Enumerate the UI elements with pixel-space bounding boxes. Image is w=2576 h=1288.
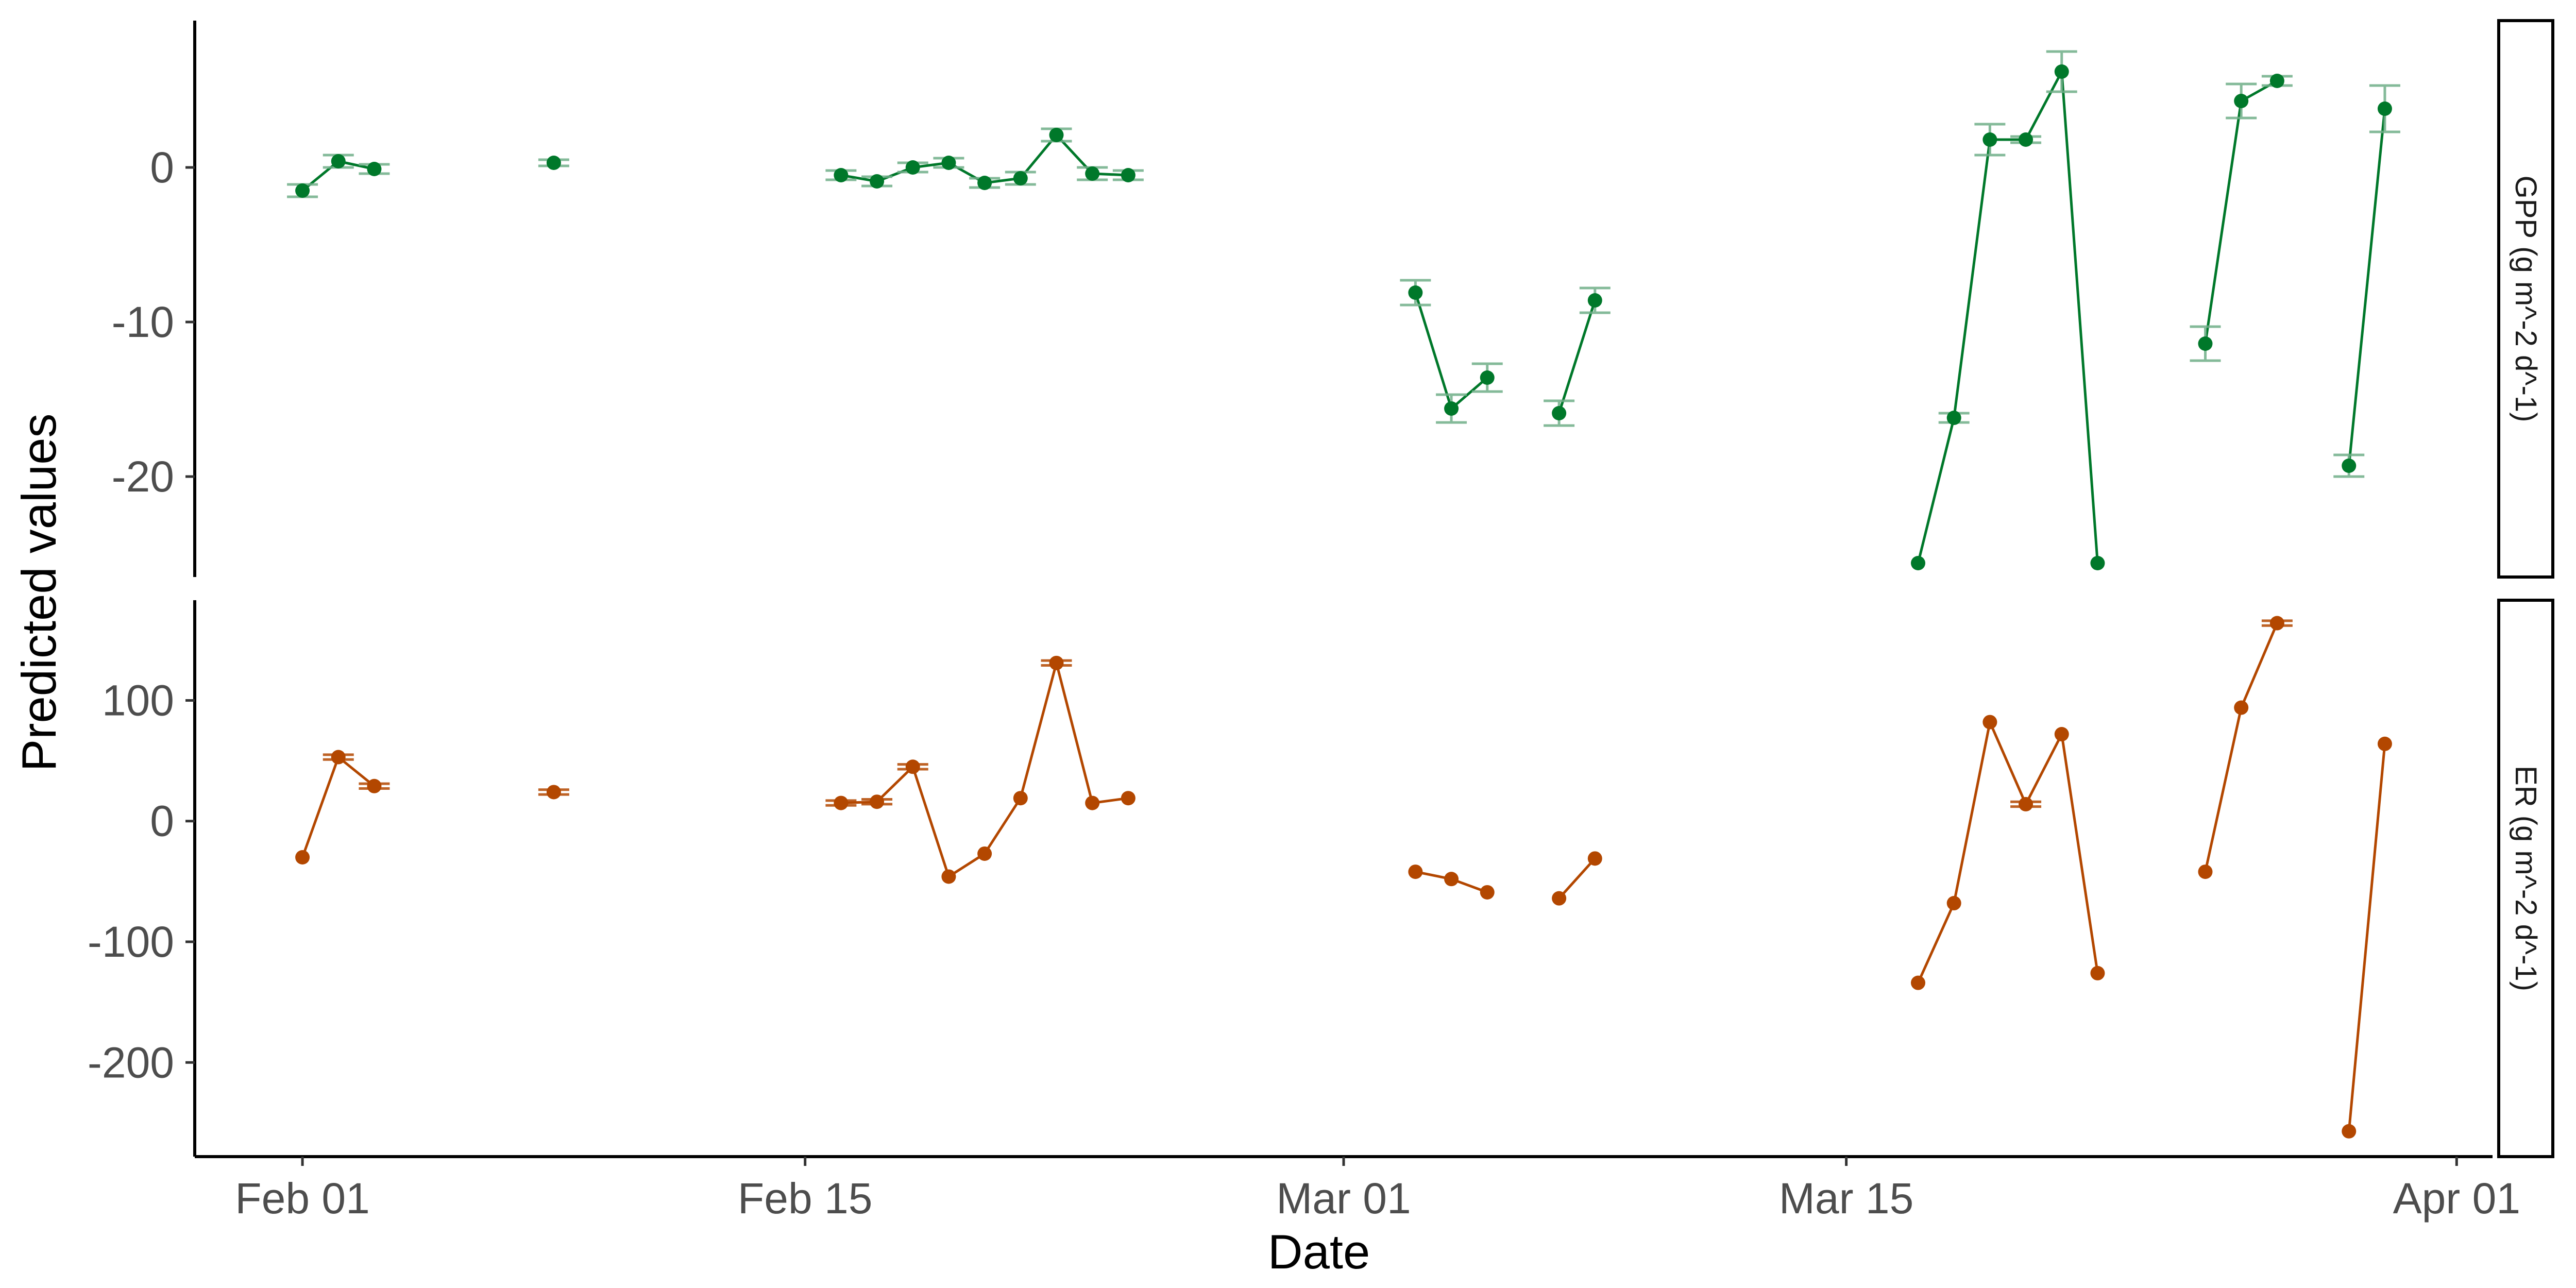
series-line [301, 756, 375, 858]
panel-1: 0 -10 -20 GPP (g m^-2 d^-1) [112, 19, 2554, 579]
data-point [546, 785, 561, 800]
data-point [367, 778, 382, 793]
data-point [2019, 132, 2033, 147]
data-point [1911, 975, 1925, 990]
data-point [546, 156, 561, 170]
x-axis: Feb 01 Feb 15 Mar 01 Mar 15 Apr 01 [195, 1155, 2521, 1223]
data-point [2198, 336, 2213, 351]
data-point [1408, 285, 1423, 300]
data-point [1946, 411, 1961, 425]
data-point [870, 174, 885, 189]
data-point [870, 794, 885, 809]
data-point [1121, 791, 1136, 806]
data-point [367, 162, 382, 176]
data-point [1049, 655, 1064, 670]
data-point [2054, 64, 2069, 79]
data-point [977, 846, 992, 861]
data-point [331, 750, 346, 765]
data-point [834, 795, 849, 810]
data-point [1085, 166, 1100, 181]
data-point [1480, 885, 1495, 900]
series-line [1558, 857, 1596, 900]
y-tick-label: 0 [150, 143, 174, 192]
series-line [2347, 743, 2386, 1132]
y-tick-label: -200 [88, 1038, 174, 1087]
data-point [1587, 851, 1602, 866]
data-point [2234, 94, 2249, 108]
panel-2: 100 0 -100 -200 ER (g m^-2 d^-1) [88, 599, 2554, 1158]
series-line [2204, 79, 2278, 344]
data-point [1982, 715, 1997, 730]
data-point [1444, 401, 1459, 416]
facet-strip-label: ER (g m^-2 d^-1) [2509, 766, 2543, 991]
series-2 [295, 616, 2392, 1139]
y-tick-label: -10 [112, 298, 174, 346]
data-point [331, 154, 346, 168]
data-point [1982, 132, 1997, 147]
data-point [1013, 171, 1028, 185]
data-point [905, 160, 920, 175]
data-point [2019, 796, 2033, 811]
data-point [1552, 891, 1567, 906]
data-point [1552, 406, 1567, 420]
x-tick-label: Mar 15 [1779, 1174, 1913, 1223]
y-tick-label: -100 [88, 918, 174, 966]
y-tick-label: -20 [112, 452, 174, 501]
series-line [2204, 622, 2279, 872]
x-tick-label: Feb 15 [738, 1174, 873, 1223]
data-point [1444, 872, 1459, 887]
data-point [941, 869, 956, 884]
data-point [2342, 1124, 2357, 1139]
data-point [2377, 101, 2392, 116]
data-point [1587, 293, 1602, 308]
data-point [2054, 727, 2069, 742]
facet-strip [2497, 19, 2554, 579]
data-point [1013, 791, 1028, 806]
data-point [1049, 128, 1064, 142]
y-axis-title: Predicted values [12, 414, 66, 772]
data-point [834, 168, 849, 182]
series-line [1557, 300, 1597, 414]
data-point [2198, 865, 2213, 879]
data-point [905, 759, 920, 774]
data-point [2342, 459, 2357, 473]
data-point [1480, 370, 1495, 385]
y-tick-label: 100 [102, 676, 174, 724]
y-tick-label: 0 [150, 797, 174, 845]
series-line [841, 662, 1129, 878]
data-point [295, 850, 310, 865]
data-point [2269, 616, 2284, 631]
series-line [1917, 70, 2099, 564]
data-point [2234, 700, 2249, 715]
data-point [1085, 795, 1100, 810]
x-tick-label: Apr 01 [2393, 1174, 2521, 1223]
data-point [1911, 556, 1925, 570]
x-tick-label: Mar 01 [1276, 1174, 1411, 1223]
series-line [1917, 721, 2099, 984]
data-point [2090, 965, 2105, 980]
x-axis-title: Date [1268, 1225, 1370, 1279]
data-point [2090, 556, 2105, 570]
data-point [2377, 736, 2392, 751]
series-line [2347, 108, 2386, 466]
facet-strip [2497, 599, 2554, 1158]
data-point [295, 183, 310, 198]
data-point [1121, 168, 1136, 182]
data-point [941, 156, 956, 170]
data-point [2269, 74, 2284, 88]
facet-strip-label: GPP (g m^-2 d^-1) [2509, 176, 2543, 422]
series-1 [287, 50, 2400, 570]
data-point [1408, 865, 1423, 879]
x-tick-label: Feb 01 [235, 1174, 370, 1223]
data-point [977, 176, 992, 190]
data-point [1946, 896, 1961, 911]
